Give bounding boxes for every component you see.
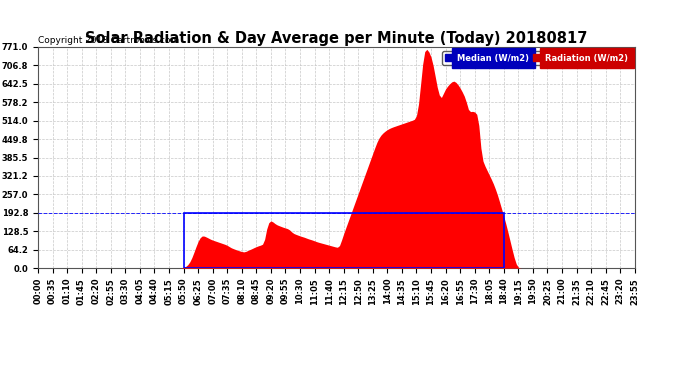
Legend: Median (W/m2), Radiation (W/m2): Median (W/m2), Radiation (W/m2) bbox=[442, 51, 631, 65]
Text: Copyright 2018 Cartronics.com: Copyright 2018 Cartronics.com bbox=[38, 36, 179, 45]
Title: Solar Radiation & Day Average per Minute (Today) 20180817: Solar Radiation & Day Average per Minute… bbox=[85, 31, 588, 46]
Bar bbox=[184, 213, 504, 268]
